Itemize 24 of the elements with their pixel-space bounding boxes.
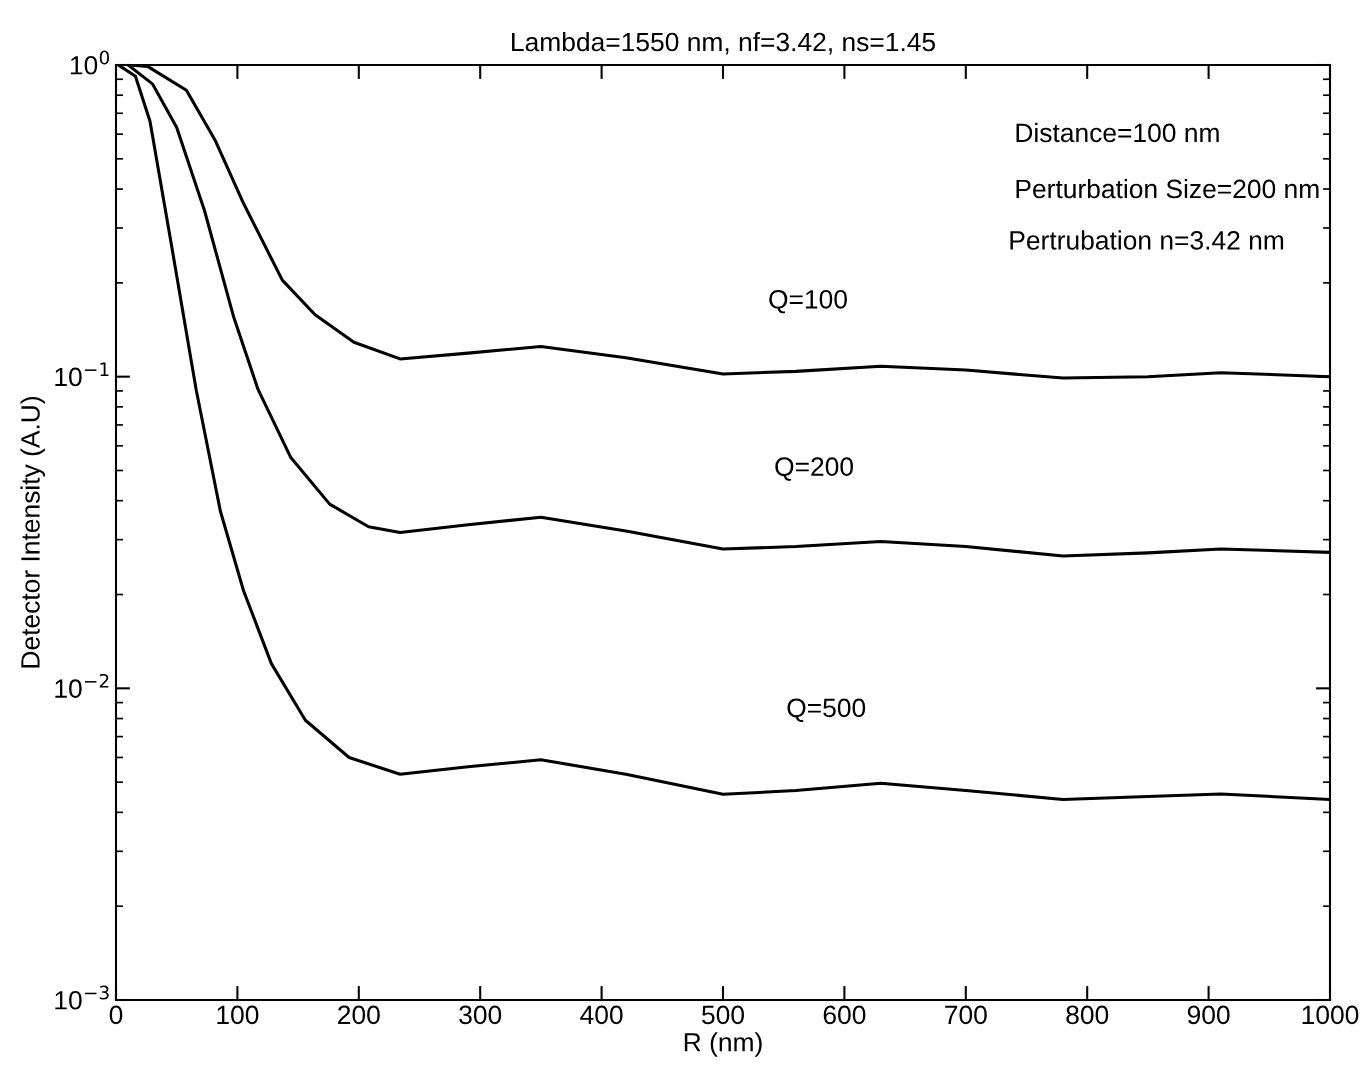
y-tick-label: 10$^{−2}$ xyxy=(55,673,109,698)
chart-title: Lambda=1550 nm, nf=3.42, ns=1.45 xyxy=(512,31,936,55)
x-tick-label: 700 xyxy=(945,1005,987,1025)
x-tick-label: 900 xyxy=(1187,1005,1230,1025)
x-tick-label: 400 xyxy=(580,1005,623,1025)
x-tick-label: 100 xyxy=(217,1005,259,1025)
x-tick-label: 500 xyxy=(702,1005,744,1025)
x-tick-label: 1000 xyxy=(1302,1005,1359,1025)
y-tick-label: 10$^{0}$ xyxy=(70,50,110,75)
y-tick-label: 10$^{−1}$ xyxy=(55,362,109,387)
annotation: Q=500 xyxy=(787,698,866,722)
x-tick-label: 0 xyxy=(109,1005,123,1025)
annotation: Perturbation Size=200 nm xyxy=(1016,178,1319,199)
x-tick-label: 600 xyxy=(823,1005,866,1025)
annotation: Q=200 xyxy=(775,457,853,481)
x-tick-label: 800 xyxy=(1066,1005,1109,1025)
y-tick-label: 10$^{−3}$ xyxy=(55,985,109,1010)
x-tick-label: 300 xyxy=(459,1005,502,1025)
x-tick-label: 200 xyxy=(338,1005,380,1025)
annotation: Pertrubation n=3.42 nm xyxy=(1010,230,1284,250)
x-axis-title: R (nm) xyxy=(684,1032,762,1057)
y-axis-title: Detector Intensity (A.U) xyxy=(20,397,46,668)
annotation: Q=100 xyxy=(769,289,847,314)
annotation: Distance=100 nm xyxy=(1016,122,1219,143)
